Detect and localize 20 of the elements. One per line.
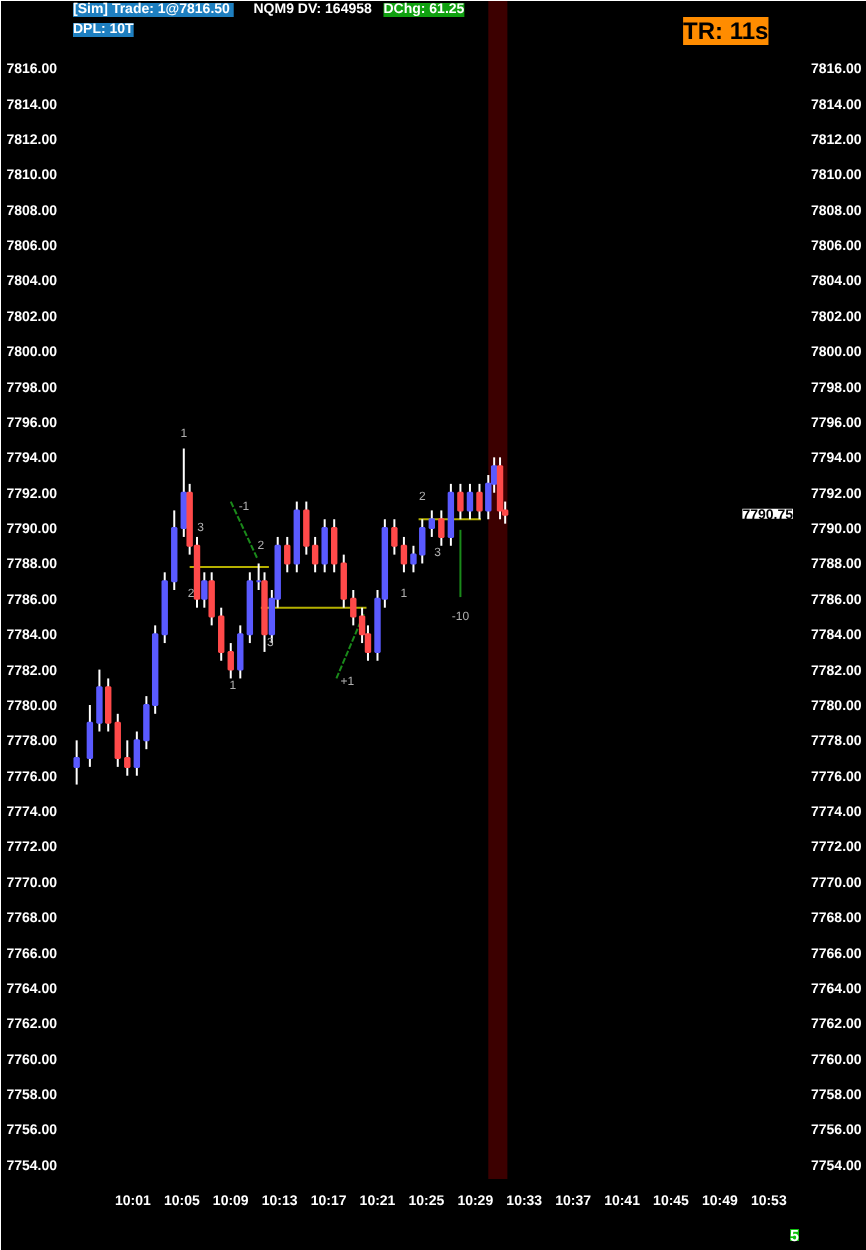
candlestick <box>284 535 291 574</box>
candlestick <box>331 518 338 574</box>
candlestick <box>476 482 483 521</box>
candlestick <box>227 642 234 680</box>
candlestick <box>466 482 474 521</box>
candlestick <box>496 456 504 521</box>
candlestick <box>124 739 131 777</box>
candlestick <box>73 739 80 786</box>
candlestick <box>438 509 445 547</box>
annotation: TR: 11s <box>683 17 770 45</box>
candlestick <box>105 677 112 733</box>
candlestick <box>457 482 464 521</box>
candlestick <box>447 482 455 547</box>
candlestick <box>201 571 208 609</box>
candlestick <box>428 509 435 538</box>
candlestick <box>114 712 121 768</box>
candlestick <box>303 500 310 556</box>
candlestick <box>237 624 244 680</box>
text: 5 <box>790 1227 801 1245</box>
candlestick <box>321 518 328 574</box>
